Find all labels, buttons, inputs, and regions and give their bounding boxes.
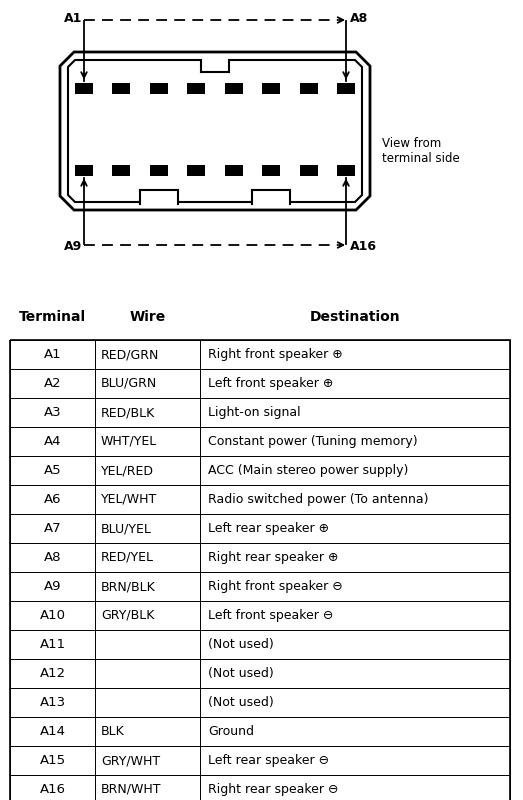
Text: Right rear speaker ⊖: Right rear speaker ⊖: [208, 783, 338, 796]
Text: RED/YEL: RED/YEL: [101, 551, 154, 564]
Text: A1: A1: [44, 348, 61, 361]
Text: BLK: BLK: [101, 725, 125, 738]
Text: Terminal: Terminal: [19, 310, 86, 324]
Text: A3: A3: [44, 406, 61, 419]
Bar: [10, 659, 510, 688]
Bar: [10, 630, 510, 659]
Bar: [337, 165, 355, 175]
Polygon shape: [68, 60, 362, 202]
Text: A6: A6: [44, 493, 61, 506]
Bar: [225, 82, 243, 94]
Bar: [201, 58, 229, 72]
Text: Wire: Wire: [129, 310, 166, 324]
Bar: [262, 165, 280, 175]
Bar: [140, 190, 178, 208]
Bar: [187, 165, 206, 175]
Text: A9: A9: [44, 580, 61, 593]
Text: A2: A2: [44, 377, 61, 390]
Text: Right front speaker ⊖: Right front speaker ⊖: [208, 580, 343, 593]
Text: YEL/WHT: YEL/WHT: [101, 493, 157, 506]
Text: BRN/BLK: BRN/BLK: [101, 580, 156, 593]
Text: A7: A7: [44, 522, 61, 535]
Text: Left front speaker ⊕: Left front speaker ⊕: [208, 377, 333, 390]
Text: A11: A11: [39, 638, 65, 651]
Text: A13: A13: [39, 696, 65, 709]
Text: A16: A16: [40, 783, 65, 796]
Text: YEL/RED: YEL/RED: [101, 464, 154, 477]
Text: A5: A5: [44, 464, 61, 477]
Text: A14: A14: [40, 725, 65, 738]
Bar: [10, 688, 510, 717]
Bar: [10, 572, 510, 601]
Text: BLU/YEL: BLU/YEL: [101, 522, 152, 535]
Text: A9: A9: [64, 239, 82, 253]
Bar: [10, 485, 510, 514]
Bar: [75, 82, 93, 94]
Text: A1: A1: [64, 13, 82, 26]
Bar: [10, 340, 510, 369]
Text: A15: A15: [39, 754, 65, 767]
Text: (Not used): (Not used): [208, 667, 274, 680]
Bar: [75, 165, 93, 175]
Bar: [10, 340, 510, 800]
Bar: [112, 82, 130, 94]
Bar: [150, 165, 168, 175]
Bar: [10, 514, 510, 543]
Text: Right front speaker ⊕: Right front speaker ⊕: [208, 348, 343, 361]
Bar: [10, 427, 510, 456]
Bar: [112, 165, 130, 175]
Bar: [10, 717, 510, 746]
Text: A8: A8: [44, 551, 61, 564]
Text: Constant power (Tuning memory): Constant power (Tuning memory): [208, 435, 418, 448]
Bar: [10, 369, 510, 398]
Bar: [300, 165, 317, 175]
Text: A10: A10: [40, 609, 65, 622]
Text: (Not used): (Not used): [208, 696, 274, 709]
Bar: [150, 82, 168, 94]
Bar: [10, 456, 510, 485]
Text: A16: A16: [350, 239, 377, 253]
Bar: [300, 82, 317, 94]
Bar: [10, 775, 510, 800]
Text: GRY/BLK: GRY/BLK: [101, 609, 154, 622]
Text: A8: A8: [350, 13, 368, 26]
Text: BLU/GRN: BLU/GRN: [101, 377, 157, 390]
Text: View from
terminal side: View from terminal side: [382, 137, 460, 165]
Text: ACC (Main stereo power supply): ACC (Main stereo power supply): [208, 464, 408, 477]
Bar: [10, 746, 510, 775]
Text: (Not used): (Not used): [208, 638, 274, 651]
Bar: [10, 398, 510, 427]
Polygon shape: [60, 52, 370, 210]
Bar: [252, 190, 290, 208]
Text: Right rear speaker ⊕: Right rear speaker ⊕: [208, 551, 338, 564]
Text: RED/BLK: RED/BLK: [101, 406, 155, 419]
Text: BRN/WHT: BRN/WHT: [101, 783, 162, 796]
Text: A12: A12: [39, 667, 65, 680]
Bar: [225, 165, 243, 175]
Bar: [10, 543, 510, 572]
Text: Left front speaker ⊖: Left front speaker ⊖: [208, 609, 333, 622]
Text: WHT/YEL: WHT/YEL: [101, 435, 157, 448]
Text: Destination: Destination: [310, 310, 400, 324]
Bar: [262, 82, 280, 94]
Text: A4: A4: [44, 435, 61, 448]
Bar: [187, 82, 206, 94]
Text: Ground: Ground: [208, 725, 254, 738]
Text: Radio switched power (To antenna): Radio switched power (To antenna): [208, 493, 428, 506]
Bar: [337, 82, 355, 94]
Text: GRY/WHT: GRY/WHT: [101, 754, 160, 767]
Text: Left rear speaker ⊕: Left rear speaker ⊕: [208, 522, 329, 535]
Text: Left rear speaker ⊖: Left rear speaker ⊖: [208, 754, 329, 767]
Text: RED/GRN: RED/GRN: [101, 348, 160, 361]
Text: Light-on signal: Light-on signal: [208, 406, 301, 419]
Bar: [10, 601, 510, 630]
